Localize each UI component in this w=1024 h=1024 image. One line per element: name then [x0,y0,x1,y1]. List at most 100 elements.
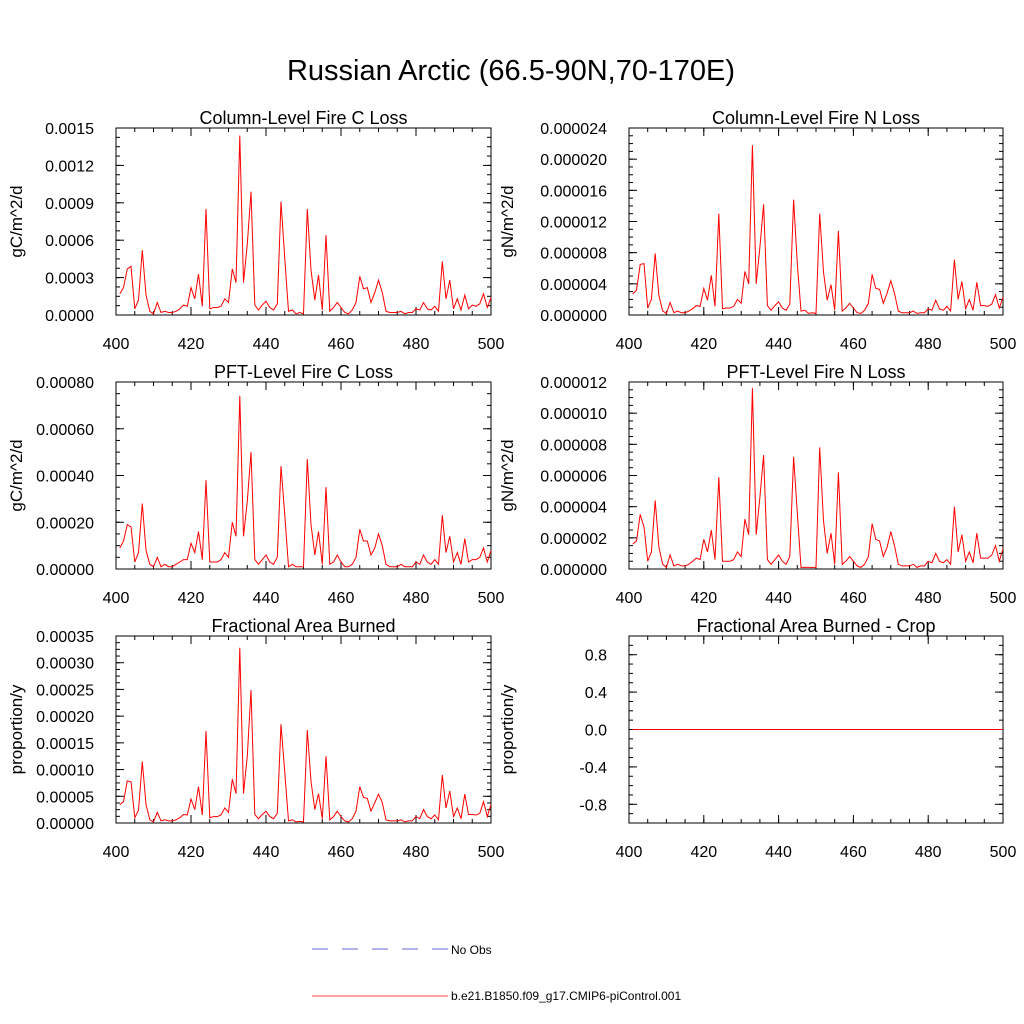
x-tick-label: 440 [253,844,280,861]
y-tick-label: 0.00060 [36,422,94,439]
y-tick-label: 0.00040 [36,469,94,486]
x-tick-label: 460 [840,590,867,607]
plot-frame [115,127,492,316]
x-tick-label: 460 [328,590,355,607]
y-tick-label: 0.0009 [45,196,94,213]
x-tick-label: 480 [403,336,430,353]
y-axis-label: proportion/y [498,684,517,774]
y-tick-label: 0.00000 [36,816,94,833]
x-tick-label: 400 [103,336,130,353]
x-tick-label: 460 [840,844,867,861]
y-tick-label: 0.00030 [36,656,94,673]
y-tick-label: 0.000004 [540,277,607,294]
x-tick-label: 460 [328,336,355,353]
x-tick-label: 400 [103,590,130,607]
x-tick-label: 420 [178,590,205,607]
y-tick-label: 0.000008 [540,437,607,454]
chart-panel-1: 400 420 440 460 480 500 0.0000 0.0003 0.0006 0.00… [7,108,504,353]
data-line [632,145,1004,315]
data-line [119,647,492,823]
y-tick-label: 0.000020 [540,152,607,169]
x-tick-label: 420 [178,336,205,353]
y-tick-label: 0.0 [585,723,607,740]
y-tick-label: 0.00025 [36,682,94,699]
y-axis-label: proportion/y [7,684,26,774]
y-axis-label: gC/m^2/d [7,439,26,511]
x-tick-label: 500 [478,336,505,353]
y-axis-label: gN/m^2/d [498,439,517,511]
plot-frame [115,635,492,824]
y-tick-label: 0.0003 [45,271,94,288]
y-tick-label: -0.8 [579,797,607,814]
x-tick-label: 440 [253,590,280,607]
x-tick-label: 400 [616,844,643,861]
x-tick-label: 420 [690,590,717,607]
x-tick-label: 480 [915,336,942,353]
y-tick-label: 0.0000 [45,308,94,325]
x-tick-label: 500 [990,590,1017,607]
y-tick-label: 0.8 [585,648,607,665]
y-tick-label: 0.0015 [45,121,94,138]
x-tick-label: 460 [328,844,355,861]
x-tick-label: 400 [616,590,643,607]
x-tick-label: 440 [765,336,792,353]
y-tick-label: 0.000002 [540,531,607,548]
y-tick-label: 0.000006 [540,469,607,486]
data-line [119,135,492,315]
panel-title: Fractional Area Burned [211,616,395,636]
chart-panel-4: 400 420 440 460 480 500 0.000000 0.000002 0.0000… [498,362,1016,607]
y-axis-label: gN/m^2/d [498,185,517,257]
y-tick-label: -0.4 [579,760,607,777]
panel-title: Column-Level Fire N Loss [712,108,920,128]
plot-frame [115,381,492,570]
x-tick-label: 420 [690,336,717,353]
x-tick-label: 440 [253,336,280,353]
x-tick-label: 480 [915,590,942,607]
y-tick-label: 0.000016 [540,183,607,200]
panel-title: Fractional Area Burned - Crop [696,616,935,636]
legend-label-model: b.e21.B1850.f09_g17.CMIP6-piControl.001 [451,989,681,1003]
plot-frame [628,127,1004,316]
x-tick-label: 460 [840,336,867,353]
y-tick-label: 0.000000 [540,562,607,579]
figure-title: Russian Arctic (66.5-90N,70-170E) [287,55,735,87]
y-tick-label: 0.00080 [36,375,94,392]
x-tick-label: 420 [178,844,205,861]
x-tick-label: 500 [478,590,505,607]
y-tick-label: 0.00020 [36,515,94,532]
x-tick-label: 400 [616,336,643,353]
y-tick-label: 0.00000 [36,562,94,579]
x-tick-label: 440 [765,590,792,607]
x-tick-label: 420 [690,844,717,861]
data-line [119,395,492,568]
y-axis-label: gC/m^2/d [7,185,26,257]
y-tick-label: 0.00015 [36,736,94,753]
y-tick-label: 0.000008 [540,246,607,263]
y-tick-label: 0.0012 [45,158,94,175]
panel-title: PFT-Level Fire C Loss [214,362,393,382]
data-line [632,388,1004,569]
x-tick-label: 500 [990,844,1017,861]
panel-title: PFT-Level Fire N Loss [726,362,905,382]
y-tick-label: 0.000000 [540,308,607,325]
y-tick-label: 0.0006 [45,233,94,250]
y-tick-label: 0.00010 [36,763,94,780]
chart-panel-3: 400 420 440 460 480 500 0.00000 0.00020 0.00040 0… [7,362,504,607]
y-tick-label: 0.00005 [36,789,94,806]
x-tick-label: 500 [478,844,505,861]
y-tick-label: 0.000010 [540,406,607,423]
x-tick-label: 500 [990,336,1017,353]
panel-title: Column-Level Fire C Loss [199,108,407,128]
y-tick-label: 0.000012 [540,375,607,392]
y-tick-label: 0.4 [585,685,607,702]
x-tick-label: 400 [103,844,130,861]
y-tick-label: 0.00035 [36,629,94,646]
x-tick-label: 480 [915,844,942,861]
plot-frame [628,381,1004,570]
x-tick-label: 480 [403,590,430,607]
y-tick-label: 0.000012 [540,215,607,232]
chart-panel-2: 400 420 440 460 480 500 0.000000 0.000004 0.0000… [498,108,1016,353]
chart-panel-5: 400 420 440 460 480 500 0.00000 0.00005 0.00010 0… [7,616,504,861]
legend-label-no-obs: No Obs [451,943,492,957]
